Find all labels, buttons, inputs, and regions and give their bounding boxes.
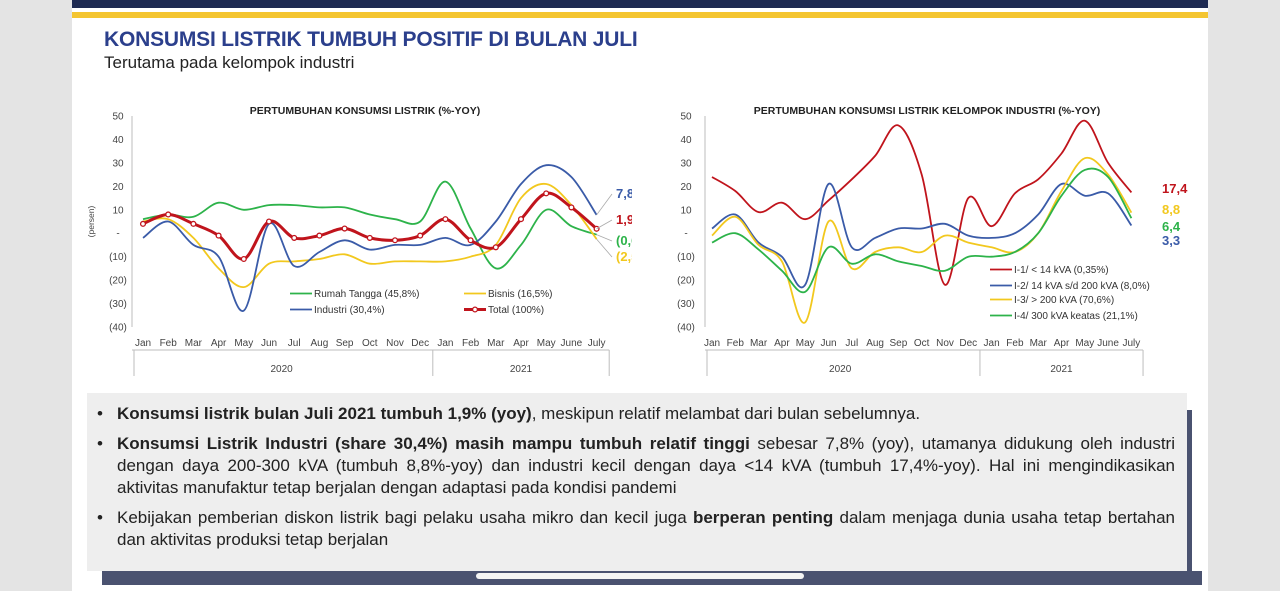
note-2-bold: Konsumsi Listrik Industri (share 30,4%) … <box>117 434 750 453</box>
notes-panel: Konsumsi listrik bulan Juli 2021 tumbuh … <box>87 393 1187 571</box>
y-tick-label: - <box>684 229 687 240</box>
y-tick-label: 30 <box>680 158 692 169</box>
legend-label: I-2/ 14 kVA s/d 200 kVA (8,0%) <box>1014 281 1150 292</box>
x-tick-label: May <box>796 338 815 349</box>
x-tick-label: Nov <box>936 338 954 349</box>
y-tick-label: 50 <box>680 112 692 123</box>
x-tick-label: Jul <box>845 338 858 349</box>
x-tick-label: Jan <box>984 338 1000 349</box>
x-tick-label: Jan <box>704 338 720 349</box>
note-1: Konsumsi listrik bulan Juli 2021 tumbuh … <box>117 403 1175 425</box>
y-tick-label: (10) <box>677 252 695 263</box>
series-end-label: 17,4 <box>1162 181 1188 196</box>
note-1-text: , meskipun relatif melambat dari bulan s… <box>532 404 920 423</box>
x-tick-label: Jun <box>820 338 836 349</box>
x-tick-label: Oct <box>914 338 930 349</box>
x-tick-label: Mar <box>1030 338 1048 349</box>
note-3-bold: berperan penting <box>693 508 833 527</box>
y-tick-label: 10 <box>680 205 692 216</box>
y-tick-label: 20 <box>680 182 692 193</box>
chart-title: PERTUMBUHAN KONSUMSI LISTRIK KELOMPOK IN… <box>754 105 1101 117</box>
note-3-text-a: Kebijakan pemberian diskon listrik bagi … <box>117 508 693 527</box>
x-tick-label: Dec <box>959 338 977 349</box>
y-tick-label: (30) <box>677 299 695 310</box>
x-tick-label: Feb <box>1006 338 1024 349</box>
y-tick-label: (40) <box>677 323 695 334</box>
legend-label: I-3/ > 200 kVA (70,6%) <box>1014 295 1114 306</box>
x-tick-label: Apr <box>1054 338 1070 349</box>
x-tick-label: Sep <box>890 338 908 349</box>
slide: KONSUMSI LISTRIK TUMBUH POSITIF DI BULAN… <box>72 0 1208 591</box>
y-tick-label: 40 <box>680 135 692 146</box>
note-1-bold: Konsumsi listrik bulan Juli 2021 tumbuh … <box>117 404 532 423</box>
panel-shadow <box>1187 410 1192 585</box>
horizontal-scrollbar[interactable] <box>476 573 804 579</box>
x-tick-label: Apr <box>774 338 790 349</box>
series-line <box>712 121 1131 285</box>
y-tick-label: (20) <box>677 276 695 287</box>
legend-label: I-4/ 300 kVA keatas (21,1%) <box>1014 311 1138 322</box>
note-3: Kebijakan pemberian diskon listrik bagi … <box>117 507 1175 551</box>
legend-label: I-1/ < 14 kVA (0,35%) <box>1014 265 1109 276</box>
chart-industry-consumption-growth: PERTUMBUHAN KONSUMSI LISTRIK KELOMPOK IN… <box>72 0 1208 390</box>
series-end-label: 6,4 <box>1162 219 1181 234</box>
x-tick-label: May <box>1075 338 1094 349</box>
x-group-label: 2020 <box>829 364 852 375</box>
series-end-label: 8,8 <box>1162 202 1180 217</box>
x-tick-label: Aug <box>866 338 884 349</box>
x-tick-label: June <box>1097 338 1119 349</box>
x-group-label: 2021 <box>1050 364 1073 375</box>
note-2: Konsumsi Listrik Industri (share 30,4%) … <box>117 433 1175 499</box>
series-end-label: 3,3 <box>1162 233 1180 248</box>
x-tick-label: Feb <box>727 338 745 349</box>
x-tick-label: Mar <box>750 338 768 349</box>
x-tick-label: July <box>1123 338 1141 349</box>
